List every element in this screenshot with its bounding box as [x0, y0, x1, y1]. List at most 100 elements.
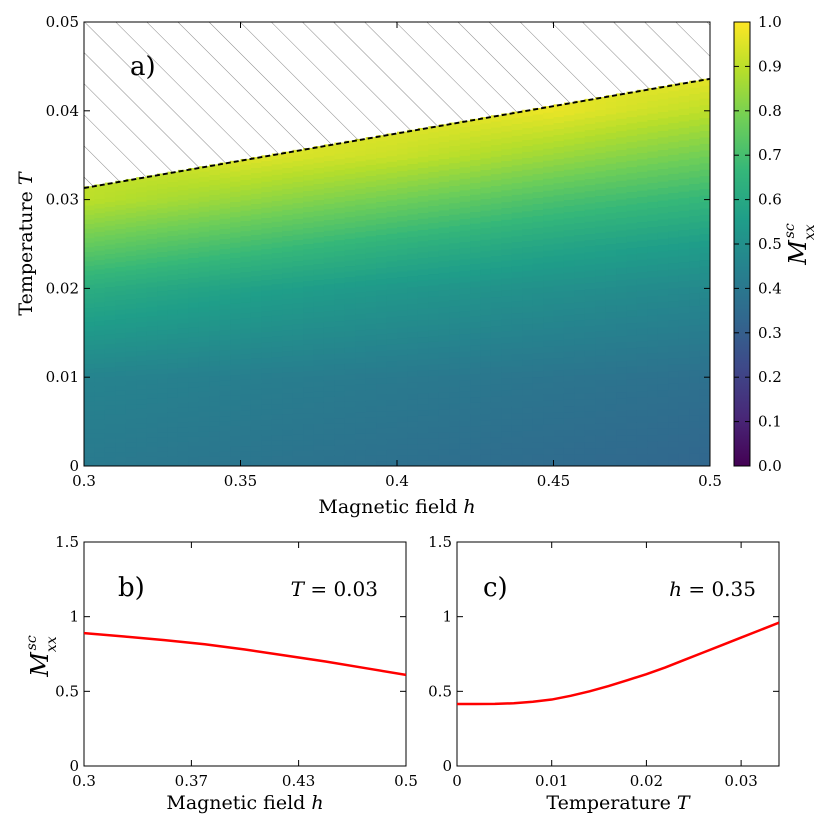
- heatmap-cell: [313, 258, 325, 265]
- heatmap-cell: [167, 333, 179, 340]
- heatmap-cell: [104, 366, 116, 373]
- heatmap-cell: [125, 317, 137, 324]
- heatmap-cell: [104, 201, 116, 207]
- x-tick-label: 0.5: [698, 472, 722, 490]
- heatmap-cell: [459, 184, 471, 191]
- heatmap-cell: [334, 422, 346, 429]
- heatmap-cell: [209, 400, 221, 407]
- heatmap-cell: [574, 453, 586, 461]
- heatmap-cell: [668, 332, 680, 340]
- heatmap-cell: [230, 303, 242, 309]
- heatmap-cell: [303, 370, 315, 377]
- heatmap-cell: [490, 395, 502, 403]
- heatmap-cell: [188, 391, 200, 398]
- heatmap-cell: [365, 246, 377, 253]
- heatmap-cell: [668, 173, 680, 181]
- heatmap-cell: [407, 135, 419, 142]
- heatmap-cell: [678, 306, 690, 314]
- heatmap-cell: [543, 346, 555, 353]
- heatmap-cell: [532, 388, 544, 395]
- heatmap-cell: [365, 328, 377, 336]
- heatmap-cell: [386, 338, 398, 345]
- heatmap-cell: [84, 377, 96, 383]
- heatmap-cell: [198, 361, 210, 367]
- heatmap-cell: [188, 371, 200, 378]
- heatmap-cell: [553, 303, 565, 310]
- heatmap-cell: [657, 339, 669, 347]
- heatmap-cell: [125, 384, 137, 391]
- heatmap-cell: [104, 206, 116, 212]
- heatmap-cell: [689, 382, 701, 390]
- heatmap-cell: [334, 185, 346, 192]
- heatmap-cell: [543, 418, 555, 425]
- heatmap-cell: [543, 328, 555, 335]
- heatmap-cell: [553, 182, 565, 190]
- heatmap-cell: [365, 427, 377, 434]
- heatmap-cell: [125, 422, 137, 429]
- heatmap-cell: [553, 267, 565, 274]
- heatmap-cell: [136, 234, 148, 241]
- heatmap-cell: [678, 146, 690, 154]
- heatmap-cell: [438, 266, 450, 273]
- heatmap-cell: [397, 209, 409, 216]
- heatmap-cell: [125, 231, 137, 237]
- heatmap-cell: [386, 421, 398, 428]
- y-tick-label: 1: [69, 608, 79, 626]
- heatmap-cell: [167, 431, 179, 438]
- heatmap-cell: [365, 460, 377, 466]
- heatmap-cell: [104, 437, 116, 443]
- heatmap-cell: [543, 202, 555, 209]
- heatmap-cell: [177, 283, 189, 289]
- heatmap-cell: [376, 245, 388, 252]
- heatmap-cell: [157, 427, 169, 433]
- heatmap-cell: [157, 441, 169, 448]
- heatmap-cell: [563, 350, 575, 358]
- heatmap-cell: [386, 344, 398, 351]
- heatmap-cell: [407, 180, 419, 187]
- heatmap-cell: [313, 215, 325, 222]
- heatmap-cell: [230, 394, 242, 401]
- heatmap-cell: [209, 360, 221, 367]
- heatmap-cell: [449, 437, 461, 444]
- heatmap-cell: [417, 263, 429, 270]
- heatmap-cell: [584, 398, 596, 406]
- heatmap-cell: [470, 275, 482, 282]
- heatmap-cell: [115, 375, 127, 382]
- heatmap-cell: [292, 402, 304, 409]
- heatmap-cell: [501, 183, 513, 191]
- heatmap-cell: [177, 293, 189, 299]
- heatmap-cell: [605, 441, 617, 449]
- heatmap-cell: [292, 381, 304, 388]
- heatmap-cell: [334, 406, 346, 413]
- heatmap-cell: [365, 438, 377, 445]
- heatmap-cell: [574, 441, 586, 449]
- heatmap-cell: [167, 407, 179, 413]
- heatmap-cell: [230, 257, 242, 264]
- heatmap-cell: [626, 191, 638, 199]
- heatmap-cell: [282, 204, 294, 210]
- heatmap-cell: [449, 265, 461, 272]
- heatmap-cell: [355, 384, 367, 391]
- heatmap-cell: [104, 432, 116, 439]
- heatmap-cell: [167, 215, 179, 222]
- heatmap-cell: [303, 264, 315, 271]
- heatmap-cell: [386, 177, 398, 184]
- heatmap-cell: [490, 115, 502, 122]
- heatmap-cell: [407, 152, 419, 159]
- heatmap-cell: [334, 336, 346, 343]
- heatmap-cell: [115, 370, 127, 377]
- heatmap-cell: [344, 449, 356, 456]
- heatmap-cell: [292, 149, 304, 156]
- heatmap-cell: [240, 220, 252, 227]
- heatmap-cell: [553, 140, 565, 148]
- heatmap-cell: [104, 300, 116, 306]
- heatmap-cell: [574, 131, 586, 138]
- heatmap-cell: [668, 376, 680, 384]
- heatmap-cell: [355, 318, 367, 325]
- heatmap-cell: [386, 172, 398, 179]
- heatmap-cell: [626, 391, 638, 398]
- heatmap-cell: [574, 356, 586, 364]
- heatmap-cell: [157, 305, 169, 311]
- heatmap-cell: [386, 277, 398, 284]
- heatmap-cell: [626, 153, 638, 161]
